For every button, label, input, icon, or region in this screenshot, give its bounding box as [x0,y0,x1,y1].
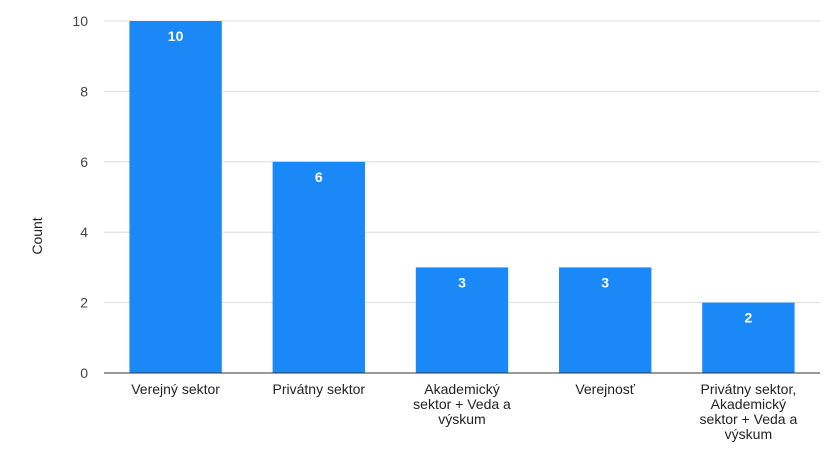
labels: 0 2 4 6 8 10 10 Verejný sektor 6 Privátny sektor 3… [72,13,797,442]
x-category-line: výskum [438,411,485,427]
y-tick-label: 8 [80,83,88,99]
data-label: 3 [601,274,609,290]
y-tick-label: 2 [80,295,88,311]
bar [129,21,222,373]
x-category-label: Verejnosť [575,381,635,397]
x-category-label: Privátny sektor, Akademický sektor + Veda … [700,381,798,442]
x-category-line: sektor + Veda a [413,396,511,412]
data-label: 6 [315,169,323,185]
x-category-line: Akademický [424,381,499,397]
x-category-label: Akademický sektor + Veda a výskum [413,381,511,427]
y-tick-label: 10 [72,13,88,29]
data-label: 3 [458,274,466,290]
x-category-label: Privátny sektor [273,381,366,397]
data-label: 2 [745,310,753,326]
y-tick-label: 6 [80,154,88,170]
grid-lines [104,20,820,304]
x-category-line: Privátny sektor, [701,381,797,397]
bar [272,161,365,373]
bar [415,267,509,373]
data-label: 10 [168,28,184,44]
x-category-line: sektor + Veda a [700,411,798,427]
x-category-line: Privátny sektor [273,381,366,397]
y-axis-label: Count [29,217,45,254]
bar [559,267,652,373]
x-category-line: Akademický [711,396,786,412]
x-category-line: výskum [725,426,772,442]
y-tick-label: 4 [80,224,88,240]
bars [129,21,795,373]
x-category-line: Verejný sektor [131,381,220,397]
bar [702,302,795,373]
y-tick-label: 0 [80,365,88,381]
x-category-line: Verejnosť [575,381,635,397]
x-category-label: Verejný sektor [131,381,220,397]
